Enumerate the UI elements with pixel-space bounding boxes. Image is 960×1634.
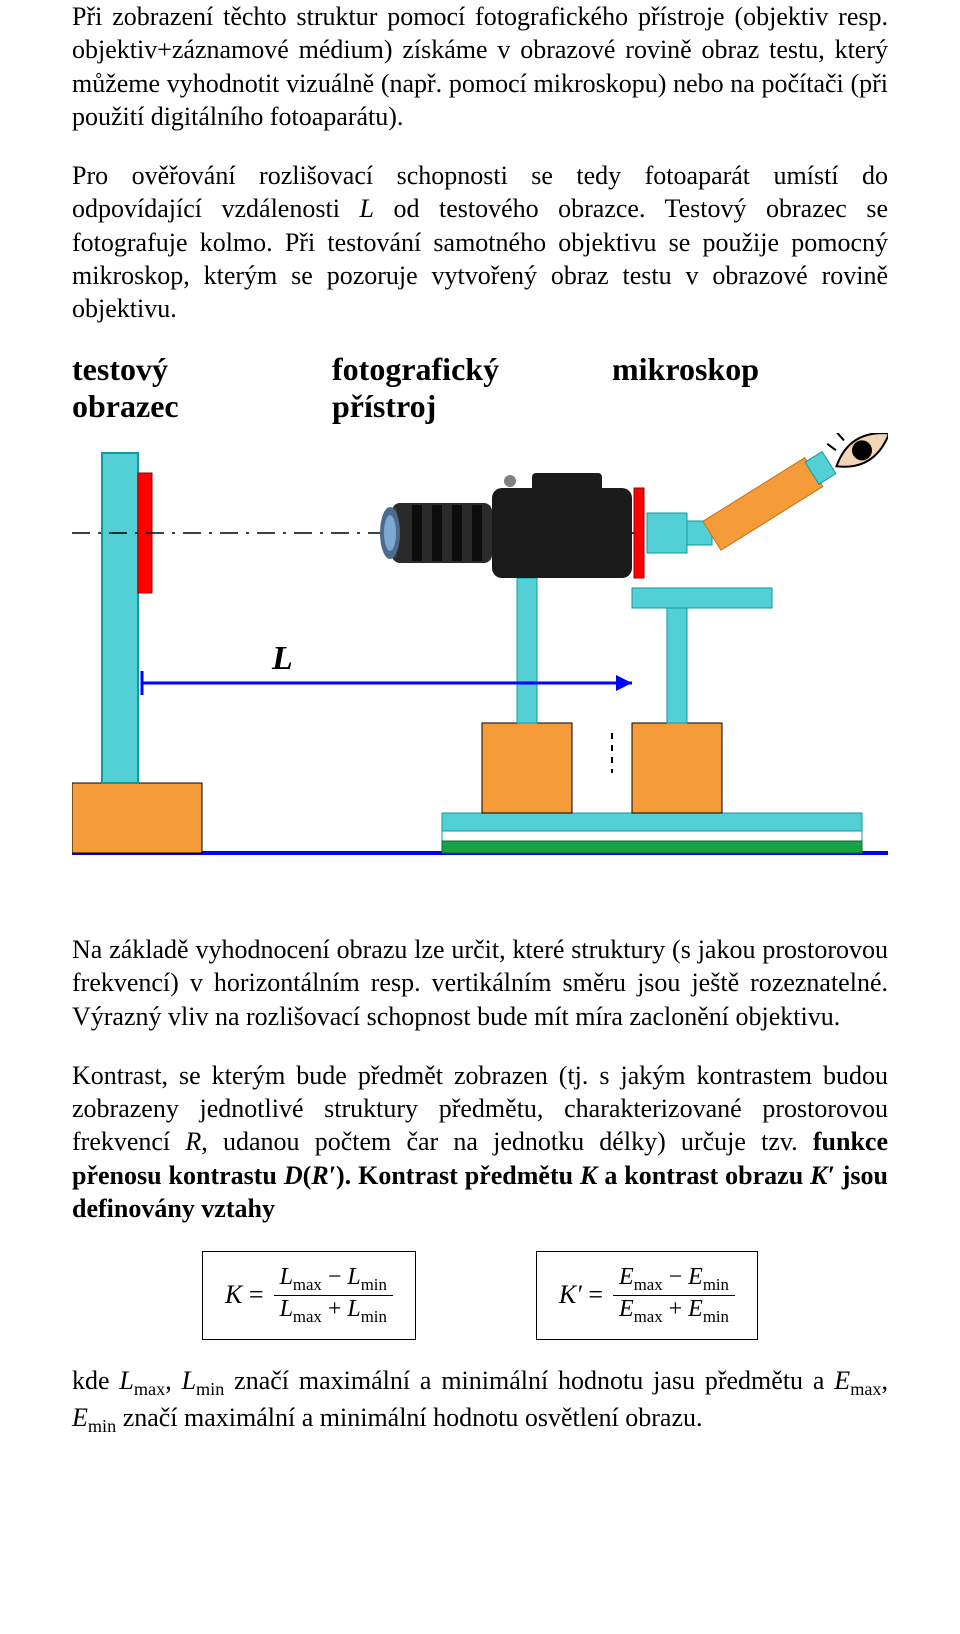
p4-R: R: [185, 1127, 201, 1156]
paragraph-4: Kontrast, se kterým bude předmět zobraze…: [72, 1059, 888, 1225]
lbl1b: obrazec: [72, 388, 179, 424]
f1-dc: L: [347, 1296, 360, 1322]
f1-ns1: max: [293, 1275, 322, 1294]
p4-e: a kontrast obrazu: [597, 1161, 810, 1190]
p4-Kp: K′: [810, 1161, 835, 1190]
p4-K: K: [580, 1161, 597, 1190]
p4-DR4: ).: [336, 1161, 351, 1190]
f2-nb: −: [663, 1264, 689, 1290]
lbl1a: testový: [72, 351, 168, 387]
f1-K: K: [225, 1280, 242, 1309]
p4-b: , udanou počtem čar na jednotku délky) u…: [201, 1127, 813, 1156]
f2-na: E: [619, 1264, 634, 1290]
f2-K: K′: [559, 1280, 582, 1309]
formula-K: K = Lmax − Lmin Lmax + Lmin: [202, 1251, 416, 1340]
diagram-labels: testový obrazec fotografický přístroj mi…: [72, 351, 888, 425]
f2-dc: E: [688, 1296, 703, 1322]
p4-DR3: R′: [311, 1161, 336, 1190]
label-mikroskop: mikroskop: [612, 351, 888, 425]
paragraph-5: kde Lmax, Lmin značí maximální a minimál…: [72, 1364, 888, 1439]
f1-ds2: min: [361, 1307, 387, 1326]
label-testovy-obrazec: testový obrazec: [72, 351, 332, 425]
f1-nb: −: [322, 1264, 348, 1290]
f2-ds2: min: [703, 1307, 729, 1326]
p5-b: ,: [165, 1366, 181, 1395]
f2-ns1: max: [634, 1275, 663, 1294]
f2-ds1: max: [634, 1307, 663, 1326]
p5-c: značí maximální a minimální hodnotu jasu…: [224, 1366, 834, 1395]
paragraph-3: Na základě vyhodnocení obrazu lze určit,…: [72, 933, 888, 1033]
camera-icon: [380, 473, 632, 578]
lbl2a: fotografický: [332, 351, 499, 387]
p5-Emin-a: E: [72, 1403, 88, 1432]
p2-L: L: [359, 194, 373, 223]
p5-d: ,: [882, 1366, 889, 1395]
optical-setup-diagram: L: [72, 433, 888, 873]
p4-DR1: D: [284, 1161, 303, 1190]
p4-d: Kontrast předmětu: [351, 1161, 580, 1190]
f1-na: L: [280, 1264, 293, 1290]
formula-Kprime: K′ = Emax − Emin Emax + Emin: [536, 1251, 758, 1340]
p5-Emax-b: max: [850, 1379, 881, 1399]
p5-Emax-a: E: [834, 1366, 850, 1395]
f1-da: L: [280, 1296, 293, 1322]
f2-ns2: min: [703, 1275, 729, 1294]
paragraph-2: Pro ověřování rozlišovací schopnosti se …: [72, 159, 888, 325]
p5-Emin-b: min: [88, 1416, 116, 1436]
f1-nc: L: [347, 1264, 360, 1290]
paragraph-1: Při zobrazení těchto struktur pomocí fot…: [72, 0, 888, 133]
f1-ds1: max: [293, 1307, 322, 1326]
p5-Lmin-a: L: [182, 1366, 196, 1395]
p5-Lmax-a: L: [119, 1366, 133, 1395]
p5-a: kde: [72, 1366, 119, 1395]
p5-Lmin-b: min: [196, 1379, 224, 1399]
L-label: L: [271, 640, 293, 677]
formula-row: K = Lmax − Lmin Lmax + Lmin K′ = Emax − …: [72, 1251, 888, 1340]
lbl3: mikroskop: [612, 351, 759, 387]
f1-ns2: min: [361, 1275, 387, 1294]
f2-da: E: [619, 1296, 634, 1322]
f1-db: +: [322, 1296, 348, 1322]
lbl2b: přístroj: [332, 388, 436, 424]
p5-Lmax-b: max: [134, 1379, 165, 1399]
microscope-icon: [647, 448, 838, 553]
f2-nc: E: [688, 1264, 703, 1290]
p5-e: značí maximální a minimální hodnotu osvě…: [116, 1403, 702, 1432]
f2-eq: =: [582, 1280, 603, 1309]
label-fotograficky-pristroj: fotografický přístroj: [332, 351, 612, 425]
diagram-svg: L: [72, 433, 888, 873]
f2-db: +: [663, 1296, 689, 1322]
f1-eq: =: [242, 1280, 263, 1309]
